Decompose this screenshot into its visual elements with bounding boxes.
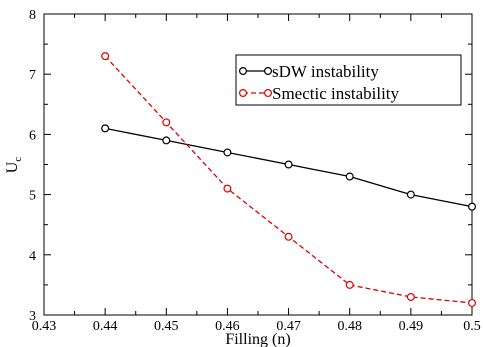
legend-marker-sdw-right <box>264 66 273 75</box>
svg-text:Uc: Uc <box>4 157 24 174</box>
data-point-sdw <box>162 136 171 145</box>
x-tick-label: 0.45 <box>154 319 179 334</box>
data-point-sdw <box>406 190 415 199</box>
y-tick-label: 6 <box>29 128 36 143</box>
legend-entry-smectic: Smectic instability <box>239 84 400 103</box>
data-point-sdw <box>101 124 110 133</box>
data-point-sdw <box>223 148 232 157</box>
legend-label-sdw: sDW instability <box>272 62 379 81</box>
legend-marker-smectic-left <box>239 88 248 97</box>
x-tick-label: 0.49 <box>399 319 424 334</box>
y-axis-label-subscript: c <box>12 157 24 162</box>
legend-marker-sdw-left <box>239 66 248 75</box>
axis-ticks <box>43 13 473 316</box>
y-tick-label: 4 <box>29 249 36 264</box>
data-point-smectic <box>162 118 171 127</box>
y-axis-label-main: U <box>4 161 21 173</box>
legend-marker-smectic-right <box>264 88 273 97</box>
data-point-sdw <box>468 202 477 211</box>
data-point-smectic <box>406 292 415 301</box>
data-point-smectic <box>345 280 354 289</box>
legend-entry-sdw: sDW instability <box>239 62 379 81</box>
data-point-sdw <box>345 172 354 181</box>
data-point-smectic <box>101 52 110 61</box>
data-point-smectic <box>468 298 477 307</box>
legend-label-smectic: Smectic instability <box>272 84 400 103</box>
data-point-smectic <box>223 184 232 193</box>
x-tick-label: 0.5 <box>463 319 481 334</box>
legend-box <box>235 54 462 106</box>
y-tick-label: 5 <box>29 189 36 204</box>
tick-labels: 0.43 0.44 0.45 0.46 0.47 0.48 0.49 0.5 3 4 5 6 7 8 <box>29 8 481 334</box>
y-tick-label: 3 <box>29 309 36 324</box>
x-axis-label: Filling (n) <box>225 331 290 347</box>
y-tick-label: 7 <box>29 68 36 83</box>
data-point-sdw <box>284 160 293 169</box>
x-tick-label: 0.48 <box>337 319 362 334</box>
x-tick-label: 0.47 <box>276 319 301 334</box>
data-point-smectic <box>284 232 293 241</box>
y-axis-label: Uc <box>4 157 24 174</box>
x-tick-label: 0.43 <box>32 319 57 334</box>
legend: sDW instability Smectic instability <box>235 54 462 106</box>
series-layer <box>101 52 477 307</box>
x-tick-label: 0.46 <box>215 319 240 334</box>
y-tick-label: 8 <box>29 8 36 23</box>
x-tick-label: 0.44 <box>93 319 118 334</box>
